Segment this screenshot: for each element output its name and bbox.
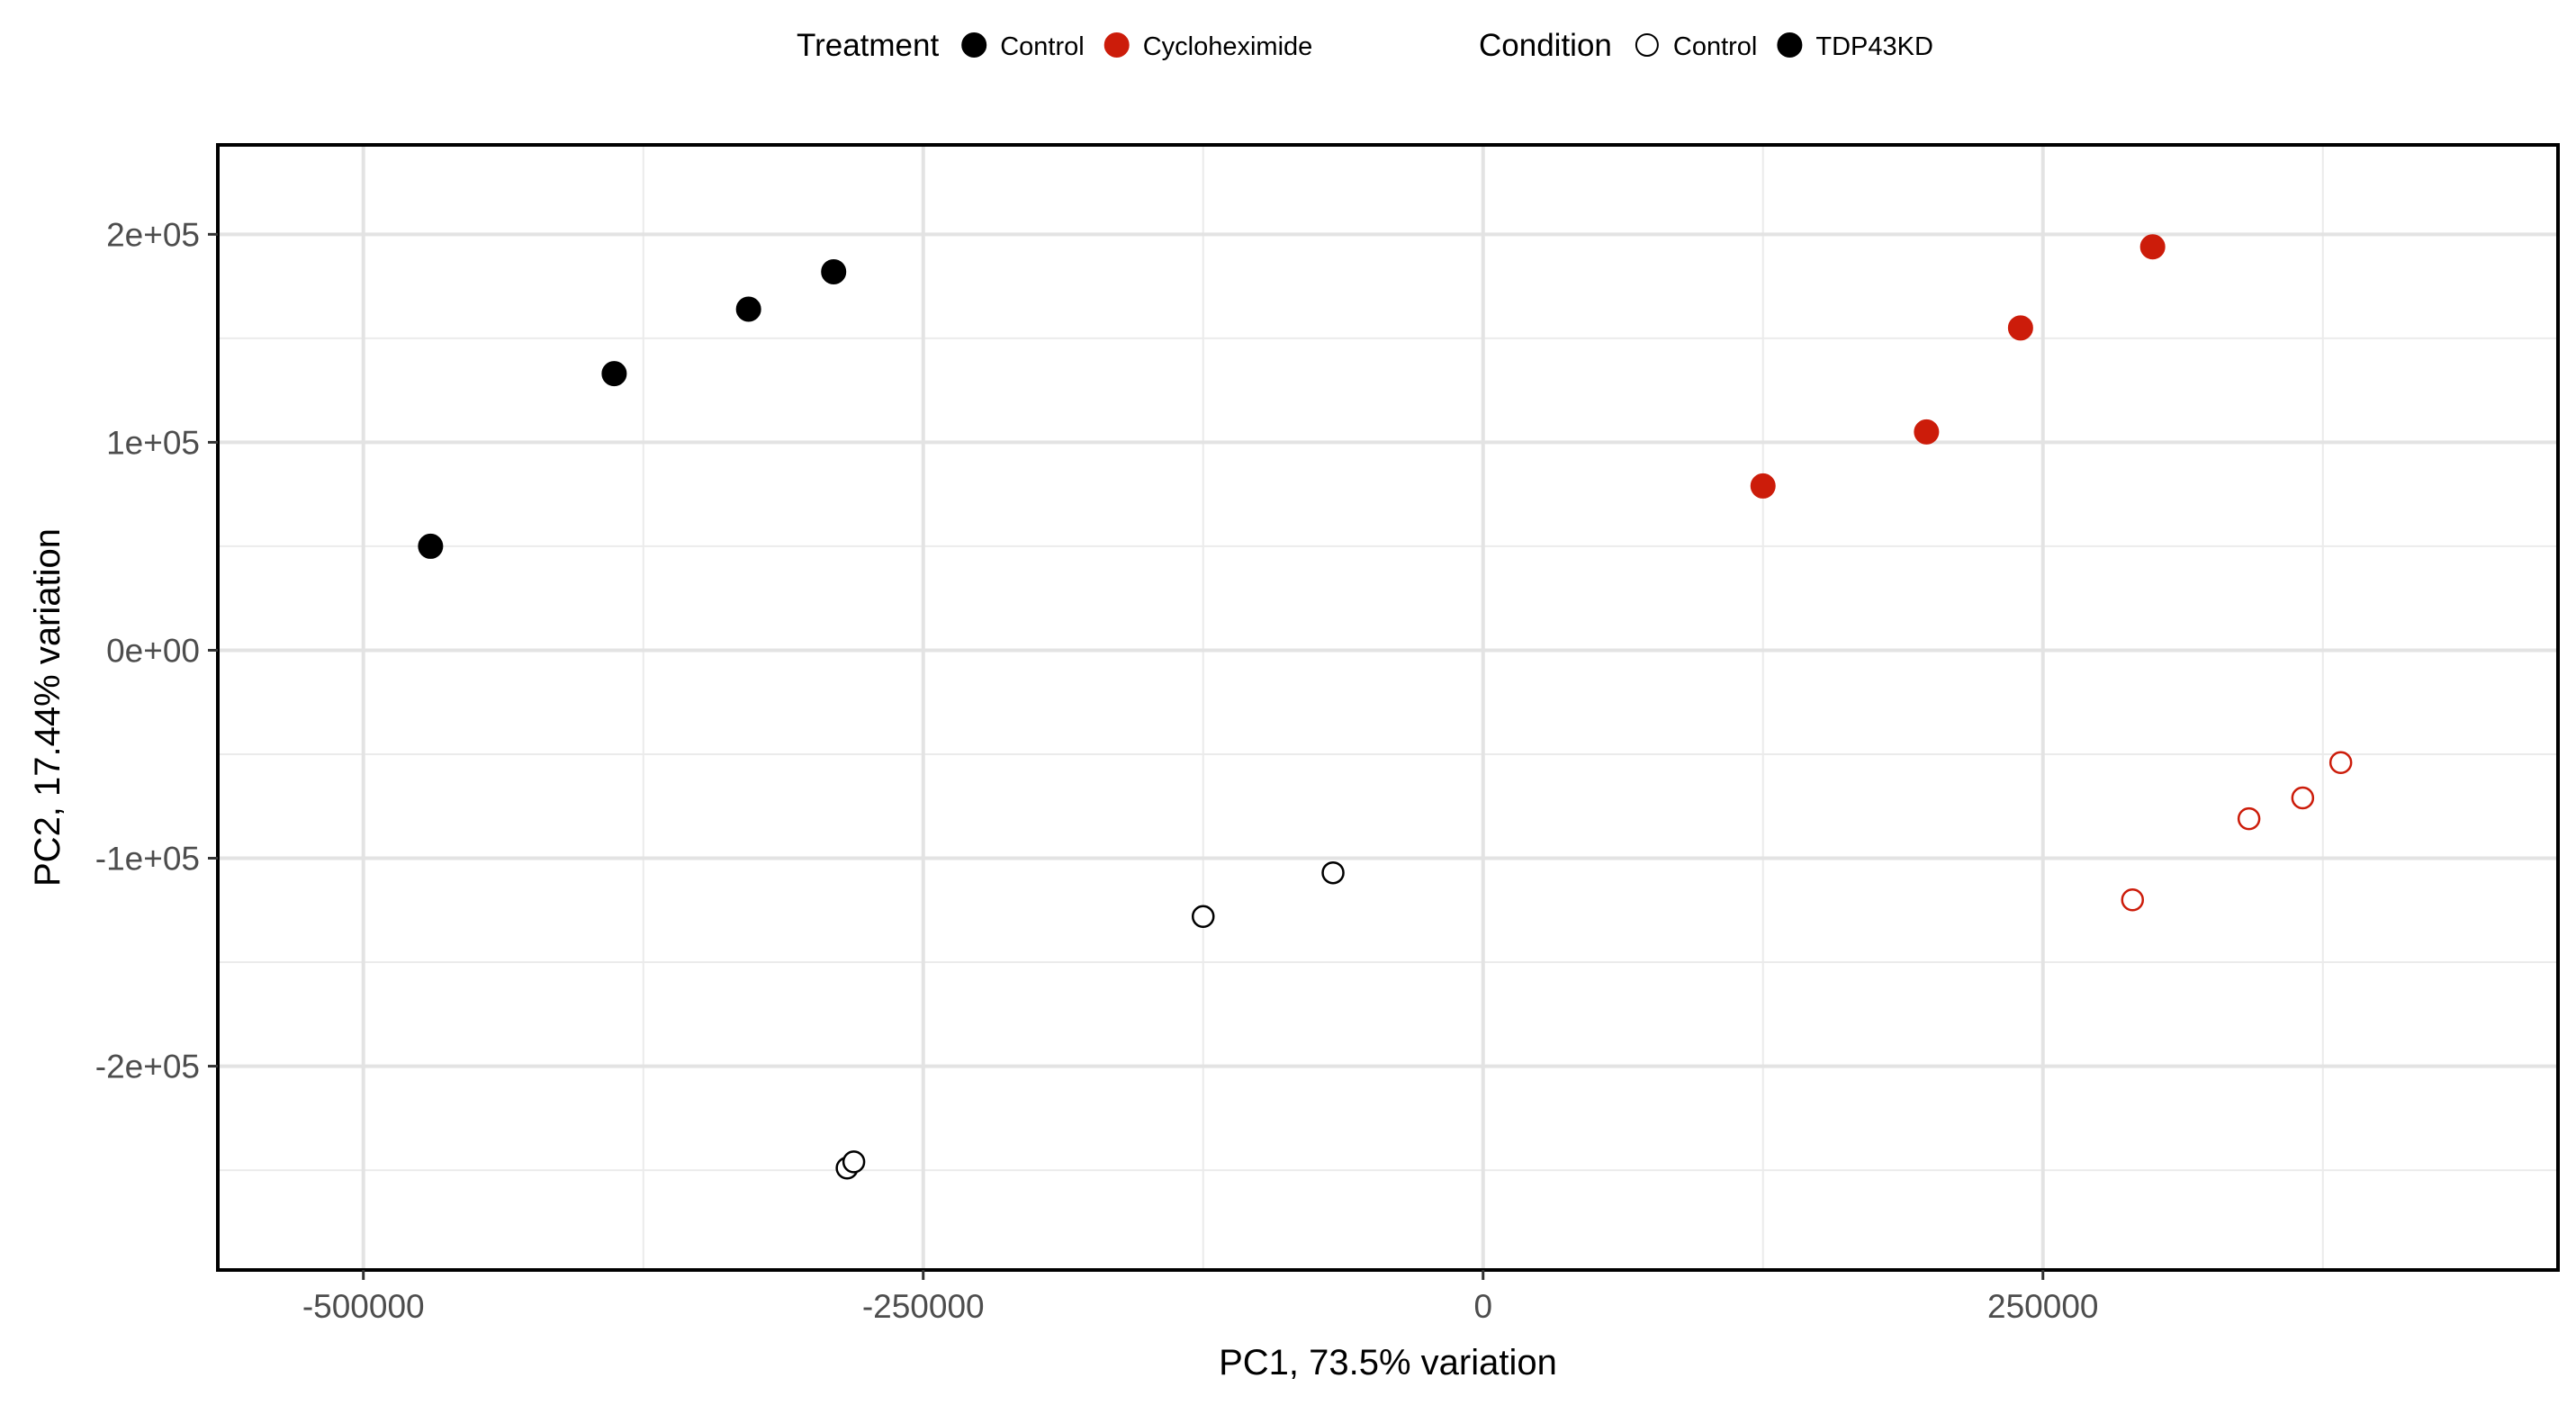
legend-group-treatment: Treatment Control Cycloheximide [797,28,1312,63]
legend-label-cycloheximide: Cycloheximide [1143,32,1313,61]
data-point-control-control [1321,860,1345,885]
legend-group-title: Treatment [797,28,939,63]
data-point-control-control [1191,905,1215,928]
y-tick-label: 2e+05 [106,216,200,253]
legend-key-cycloheximide [1103,32,1130,58]
y-axis-title: PC2, 17.44% variation [28,528,68,887]
data-point-control-tdp43kd [601,361,627,387]
data-point-cycloheximide-control [2237,806,2261,831]
legend: Treatment Control Cycloheximide Condition Co… [797,28,1933,63]
y-axis-ticks: 2e+05 1e+05 0e+00 -1e+05 -2e+05 [95,216,218,1085]
x-tick-label: 0 [1473,1288,1492,1325]
y-tick-label: 1e+05 [106,424,200,461]
x-tick-label: -250000 [862,1288,985,1325]
y-tick-label: -2e+05 [95,1049,200,1085]
data-point-cycloheximide-tdp43kd [1914,419,1940,445]
x-axis-ticks: -500000 -250000 0 250000 [302,1270,2098,1325]
data-point-cycloheximide-tdp43kd [2007,315,2033,341]
x-axis-title: PC1, 73.5% variation [1219,1343,1557,1382]
x-tick-label: 250000 [1987,1288,2098,1325]
plot-panel-border [216,143,2560,1272]
data-point-cycloheximide-tdp43kd [2139,234,2166,260]
x-tick-label: -500000 [302,1288,425,1325]
grid [218,145,2558,1270]
legend-label-control: Control [1673,32,1758,61]
legend-key-tdp43kd [1777,32,1803,58]
data-point-control-tdp43kd [821,258,847,284]
data-point-cycloheximide-control [2121,887,2145,912]
data-point-control-control [842,1150,866,1174]
legend-label-control: Control [1000,32,1085,61]
legend-group-title: Condition [1479,28,1612,63]
data-point-control-tdp43kd [735,296,761,322]
legend-key-control [1635,33,1659,57]
data-point-cycloheximide-control [2291,786,2315,810]
data-points [418,234,2353,1180]
data-point-cycloheximide-control [2328,751,2353,774]
y-tick-label: -1e+05 [95,841,200,878]
legend-key-control [961,32,987,58]
legend-label-tdp43kd: TDP43KD [1815,32,1933,61]
legend-group-condition: Condition Control TDP43KD [1479,28,1933,63]
data-point-cycloheximide-tdp43kd [1750,473,1776,499]
y-tick-label: 0e+00 [106,632,200,669]
data-point-control-tdp43kd [418,533,444,559]
